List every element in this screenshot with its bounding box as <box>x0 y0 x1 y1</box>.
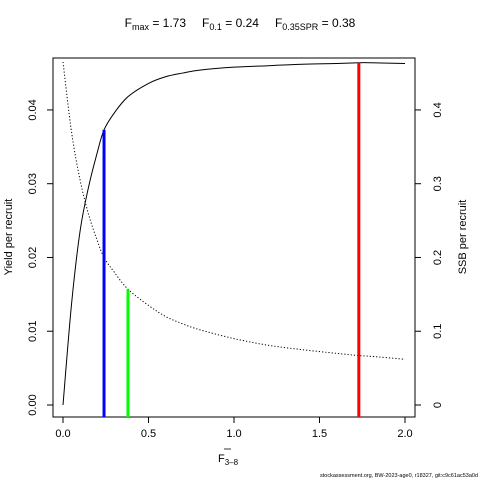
series-layer <box>62 61 406 406</box>
x-axis: 0.0 0.5 1.0 1.5 2.0 <box>55 416 413 440</box>
x-tick-label: 1.5 <box>312 428 327 440</box>
y-axis-right: 0 0.1 0.2 0.3 0.4 <box>414 102 444 408</box>
x-tick-label: 0.0 <box>55 428 70 440</box>
y-left-tick-label: 0.03 <box>27 173 39 194</box>
x-tick-label: 0.5 <box>141 428 156 440</box>
chart-title: Fmax = 1.73 F0.1 = 0.24 F0.35SPR = 0.38 <box>125 16 356 32</box>
plot-frame <box>52 57 416 418</box>
f01-label: F <box>202 16 209 30</box>
fmax-value: 1.73 <box>163 16 187 30</box>
y-right-tick-label: 0 <box>432 402 444 408</box>
x-axis-title-main: F <box>218 453 225 465</box>
reference-lines <box>102 62 361 417</box>
fmax-label: F <box>125 16 132 30</box>
y-right-tick-label: 0.3 <box>432 176 444 191</box>
fspr-value: 0.38 <box>332 16 356 30</box>
y-right-tick-label: 0.2 <box>432 250 444 265</box>
yield-per-recruit-line <box>62 62 406 406</box>
y-left-tick-label: 0.04 <box>27 99 39 120</box>
y-right-tick-label: 0.4 <box>432 102 444 117</box>
x-axis-title: F3–8 <box>218 453 239 467</box>
fspr-sub: 0.35SPR <box>282 22 319 32</box>
footer-text: stockassessment.org, BW-2023-age0, r1832… <box>320 473 478 479</box>
y-left-tick-label: 0.01 <box>27 321 39 342</box>
y-right-tick-label: 0.1 <box>432 324 444 339</box>
x-axis-title-sub: 3–8 <box>225 458 239 467</box>
ssb-per-recruit-line <box>62 61 406 360</box>
y-axis-left: 0.00 0.01 0.02 0.03 0.04 <box>27 99 54 416</box>
y-left-tick-label: 0.00 <box>27 394 39 415</box>
y-axis-right-title: SSB per recruit <box>457 200 469 275</box>
x-tick-label: 1.0 <box>226 428 241 440</box>
f01-value: 0.24 <box>236 16 260 30</box>
fspr-label: F <box>275 16 282 30</box>
x-tick-label: 2.0 <box>397 428 412 440</box>
y-left-tick-label: 0.02 <box>27 247 39 268</box>
y-axis-left-title: Yield per recruit <box>3 199 15 276</box>
fmax-sub: max <box>132 22 150 32</box>
f01-sub: 0.1 <box>209 22 222 32</box>
